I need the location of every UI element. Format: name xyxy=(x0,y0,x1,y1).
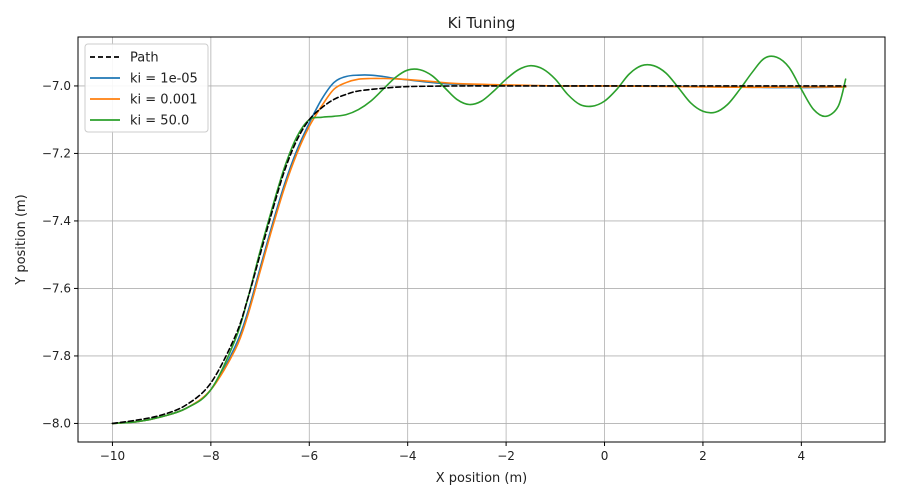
x-tick-label: −4 xyxy=(399,449,417,463)
x-tick-label: 0 xyxy=(601,449,609,463)
y-tick-label: −7.6 xyxy=(42,281,71,295)
grid xyxy=(78,37,885,442)
x-tick-label: −6 xyxy=(300,449,318,463)
legend-label: Path xyxy=(130,51,159,66)
legend-label: ki = 50.0 xyxy=(130,114,189,129)
series-line-path xyxy=(111,85,847,425)
x-tick-label: 4 xyxy=(798,449,806,463)
x-tick-label: −10 xyxy=(100,449,125,463)
plot-area xyxy=(78,37,885,442)
y-tick-label: −7.0 xyxy=(42,79,71,93)
plot-frame xyxy=(77,36,886,443)
legend-box xyxy=(84,43,209,133)
y-tick-label: −7.8 xyxy=(42,349,71,363)
x-axis-label: X position (m) xyxy=(436,471,527,486)
y-tick-label: −8.0 xyxy=(42,416,71,430)
series-line-ki-50-0 xyxy=(111,55,847,425)
chart-title: Ki Tuning xyxy=(448,14,516,32)
y-tick-label: −7.4 xyxy=(42,214,71,228)
x-tick-label: −2 xyxy=(497,449,515,463)
x-tick-label: −8 xyxy=(202,449,220,463)
x-tick-label: 2 xyxy=(699,449,707,463)
series-lines xyxy=(111,55,847,425)
y-tick-label: −7.2 xyxy=(42,146,71,160)
axis-ticks: −10 −8 −6 −4 −2 0 2 4 −8.0 −7.8 −7.6 −7.4 −7.2 −7.0 xyxy=(42,79,805,463)
legend-label: ki = 0.001 xyxy=(130,93,198,108)
legend-label: ki = 1e-05 xyxy=(130,72,198,87)
y-axis-label: Y position (m) xyxy=(14,194,29,286)
legend: Path ki = 1e-05 ki = 0.001 ki = 50.0 xyxy=(84,43,209,133)
